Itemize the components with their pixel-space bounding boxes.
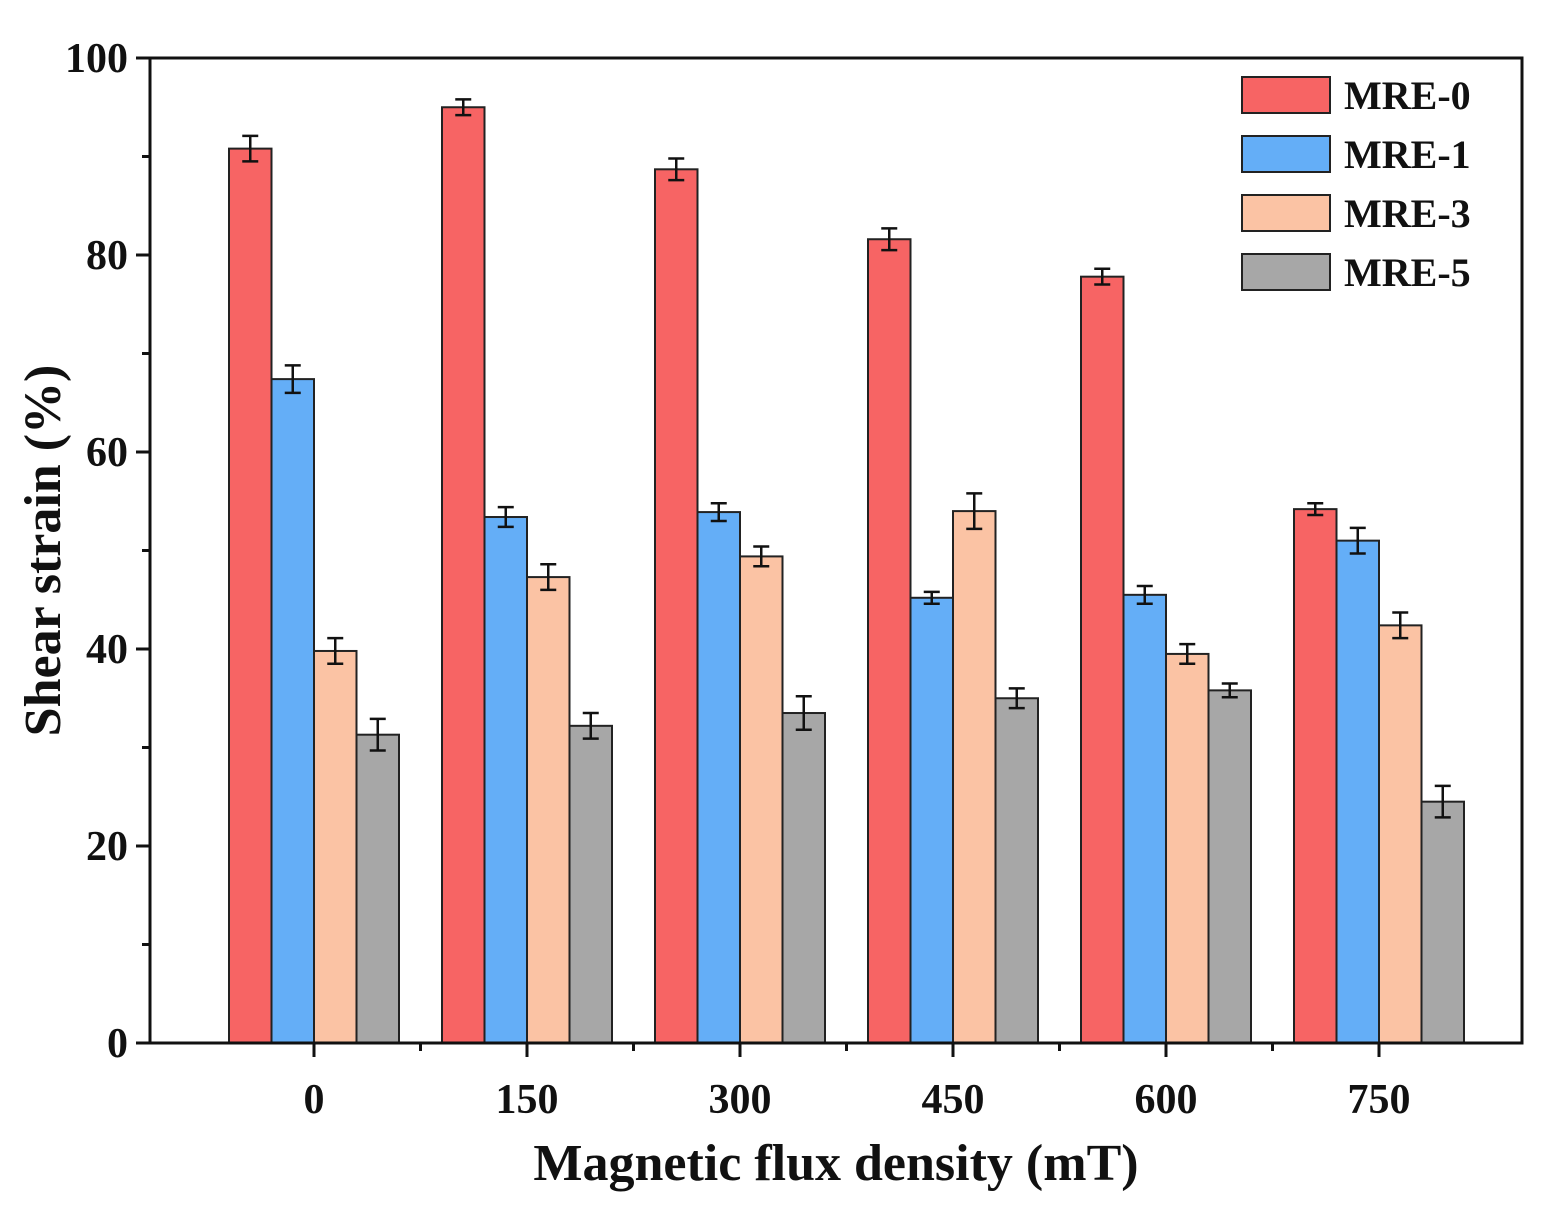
bar-mre-1-0 [270, 378, 315, 1044]
x-tick-label-600: 600 [1135, 1077, 1198, 1123]
legend-label-mre-1: MRE-1 [1344, 132, 1471, 177]
bar-mre-3-600 [1165, 652, 1210, 1044]
legend-swatch-mre-1 [1241, 135, 1331, 173]
x-tick-label-750: 750 [1348, 1077, 1411, 1123]
bar-mre-1-150 [483, 516, 528, 1044]
y-tick-label: 100 [65, 36, 128, 82]
bar-mre-1-750 [1335, 539, 1380, 1045]
bar-mre-0-450 [867, 238, 912, 1045]
bar-mre-3-300 [739, 555, 784, 1044]
x-tick-label-150: 150 [496, 1077, 559, 1123]
bar-mre-0-750 [1293, 508, 1338, 1044]
legend: MRE-0 MRE-1 MRE-3 MRE-5 [1241, 73, 1471, 295]
x-axis-title: Magnetic flux density (mT) [533, 1135, 1138, 1192]
y-axis-title: Shear strain (%) [15, 365, 72, 737]
bars-layer [228, 98, 1465, 1045]
bar-mre-0-600 [1080, 275, 1125, 1045]
y-tick-label: 20 [86, 824, 128, 870]
bar-mre-3-450 [952, 510, 997, 1045]
legend-swatch-mre-5 [1241, 253, 1331, 291]
bar-mre-5-150 [568, 724, 613, 1045]
y-tick-label: 40 [86, 627, 128, 673]
y-tick-label: 0 [107, 1021, 128, 1067]
bar-mre-0-150 [441, 106, 486, 1044]
legend-swatch-mre-0 [1241, 76, 1331, 114]
bar-mre-3-0 [313, 649, 358, 1044]
bar-mre-5-300 [781, 712, 826, 1045]
legend-swatch-mre-3 [1241, 194, 1331, 232]
bar-mre-0-300 [654, 168, 699, 1044]
x-tick-label-300: 300 [709, 1077, 772, 1123]
bar-mre-3-750 [1378, 624, 1423, 1044]
bar-mre-5-0 [355, 733, 400, 1044]
x-tick-label-0: 0 [304, 1077, 325, 1123]
legend-label-mre-5: MRE-5 [1344, 250, 1471, 295]
axes-layer: 0 20 40 60 80 100 0 150 300 450 600 750 [65, 36, 1411, 1123]
bar-mre-1-600 [1122, 593, 1167, 1044]
legend-label-mre-0: MRE-0 [1344, 73, 1471, 118]
legend-label-mre-3: MRE-3 [1344, 191, 1471, 236]
bar-mre-5-450 [994, 697, 1039, 1044]
bar-mre-1-450 [909, 596, 954, 1045]
bar-mre-3-150 [526, 576, 571, 1044]
y-tick-label: 80 [86, 233, 128, 279]
bar-mre-5-600 [1207, 689, 1252, 1044]
x-tick-label-450: 450 [922, 1077, 985, 1123]
bar-mre-1-300 [696, 511, 741, 1044]
bar-mre-0-0 [228, 147, 273, 1044]
y-tick-label: 60 [86, 430, 128, 476]
bar-mre-5-750 [1420, 800, 1465, 1044]
